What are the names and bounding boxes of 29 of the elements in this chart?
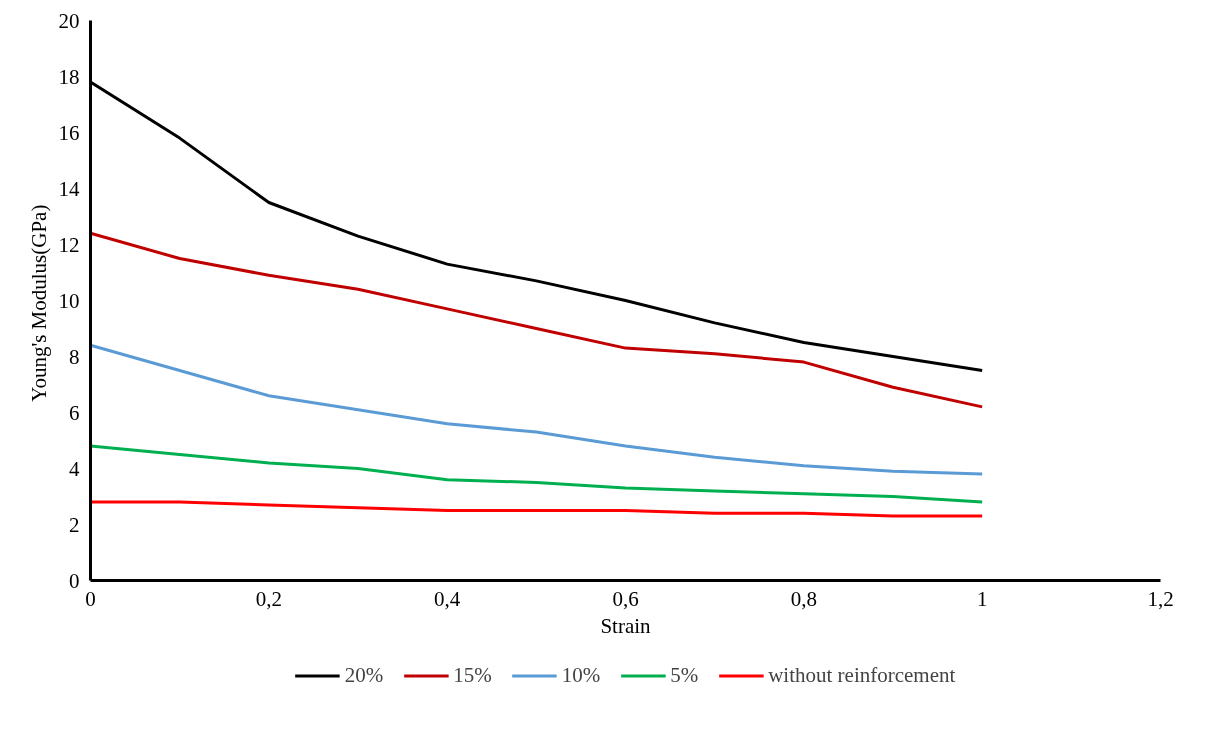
x-tick-label: 1 [976, 586, 988, 611]
y-tick-label: 12 [58, 232, 80, 257]
legend-label: 5% [670, 662, 699, 688]
line-series [90, 444, 984, 504]
y-tick-label: 6 [69, 400, 80, 425]
y-tick-label: 4 [69, 456, 80, 481]
legend-label: 20% [344, 662, 384, 688]
line-series [90, 231, 984, 409]
y-tick-label: 16 [58, 120, 80, 145]
x-tick-label: 1,2 [1147, 586, 1174, 611]
y-tick-label: 8 [69, 344, 80, 369]
line-series [90, 500, 984, 518]
legend-label: 10% [561, 662, 601, 688]
legend-label: without reinforcement [768, 662, 956, 688]
x-tick-label: 0,6 [612, 586, 639, 611]
y-tick-label: 10 [58, 288, 80, 313]
line-series [90, 343, 984, 476]
y-tick-label: 0 [69, 568, 80, 593]
legend-label: 15% [453, 662, 492, 688]
y-tick-label: 2 [69, 512, 80, 537]
y-tick-label: 18 [58, 64, 80, 89]
x-axis-title: Strain [600, 613, 652, 638]
y-axis-title: Young's Modulus(GPa) [26, 204, 51, 402]
y-tick-label: 20 [58, 8, 80, 33]
y-tick-label: 14 [58, 176, 80, 201]
x-tick-label: 0,2 [255, 586, 282, 611]
x-tick-label: 0,8 [790, 586, 817, 611]
x-tick-label: 0,4 [434, 586, 461, 611]
x-tick-label: 0 [85, 586, 96, 611]
